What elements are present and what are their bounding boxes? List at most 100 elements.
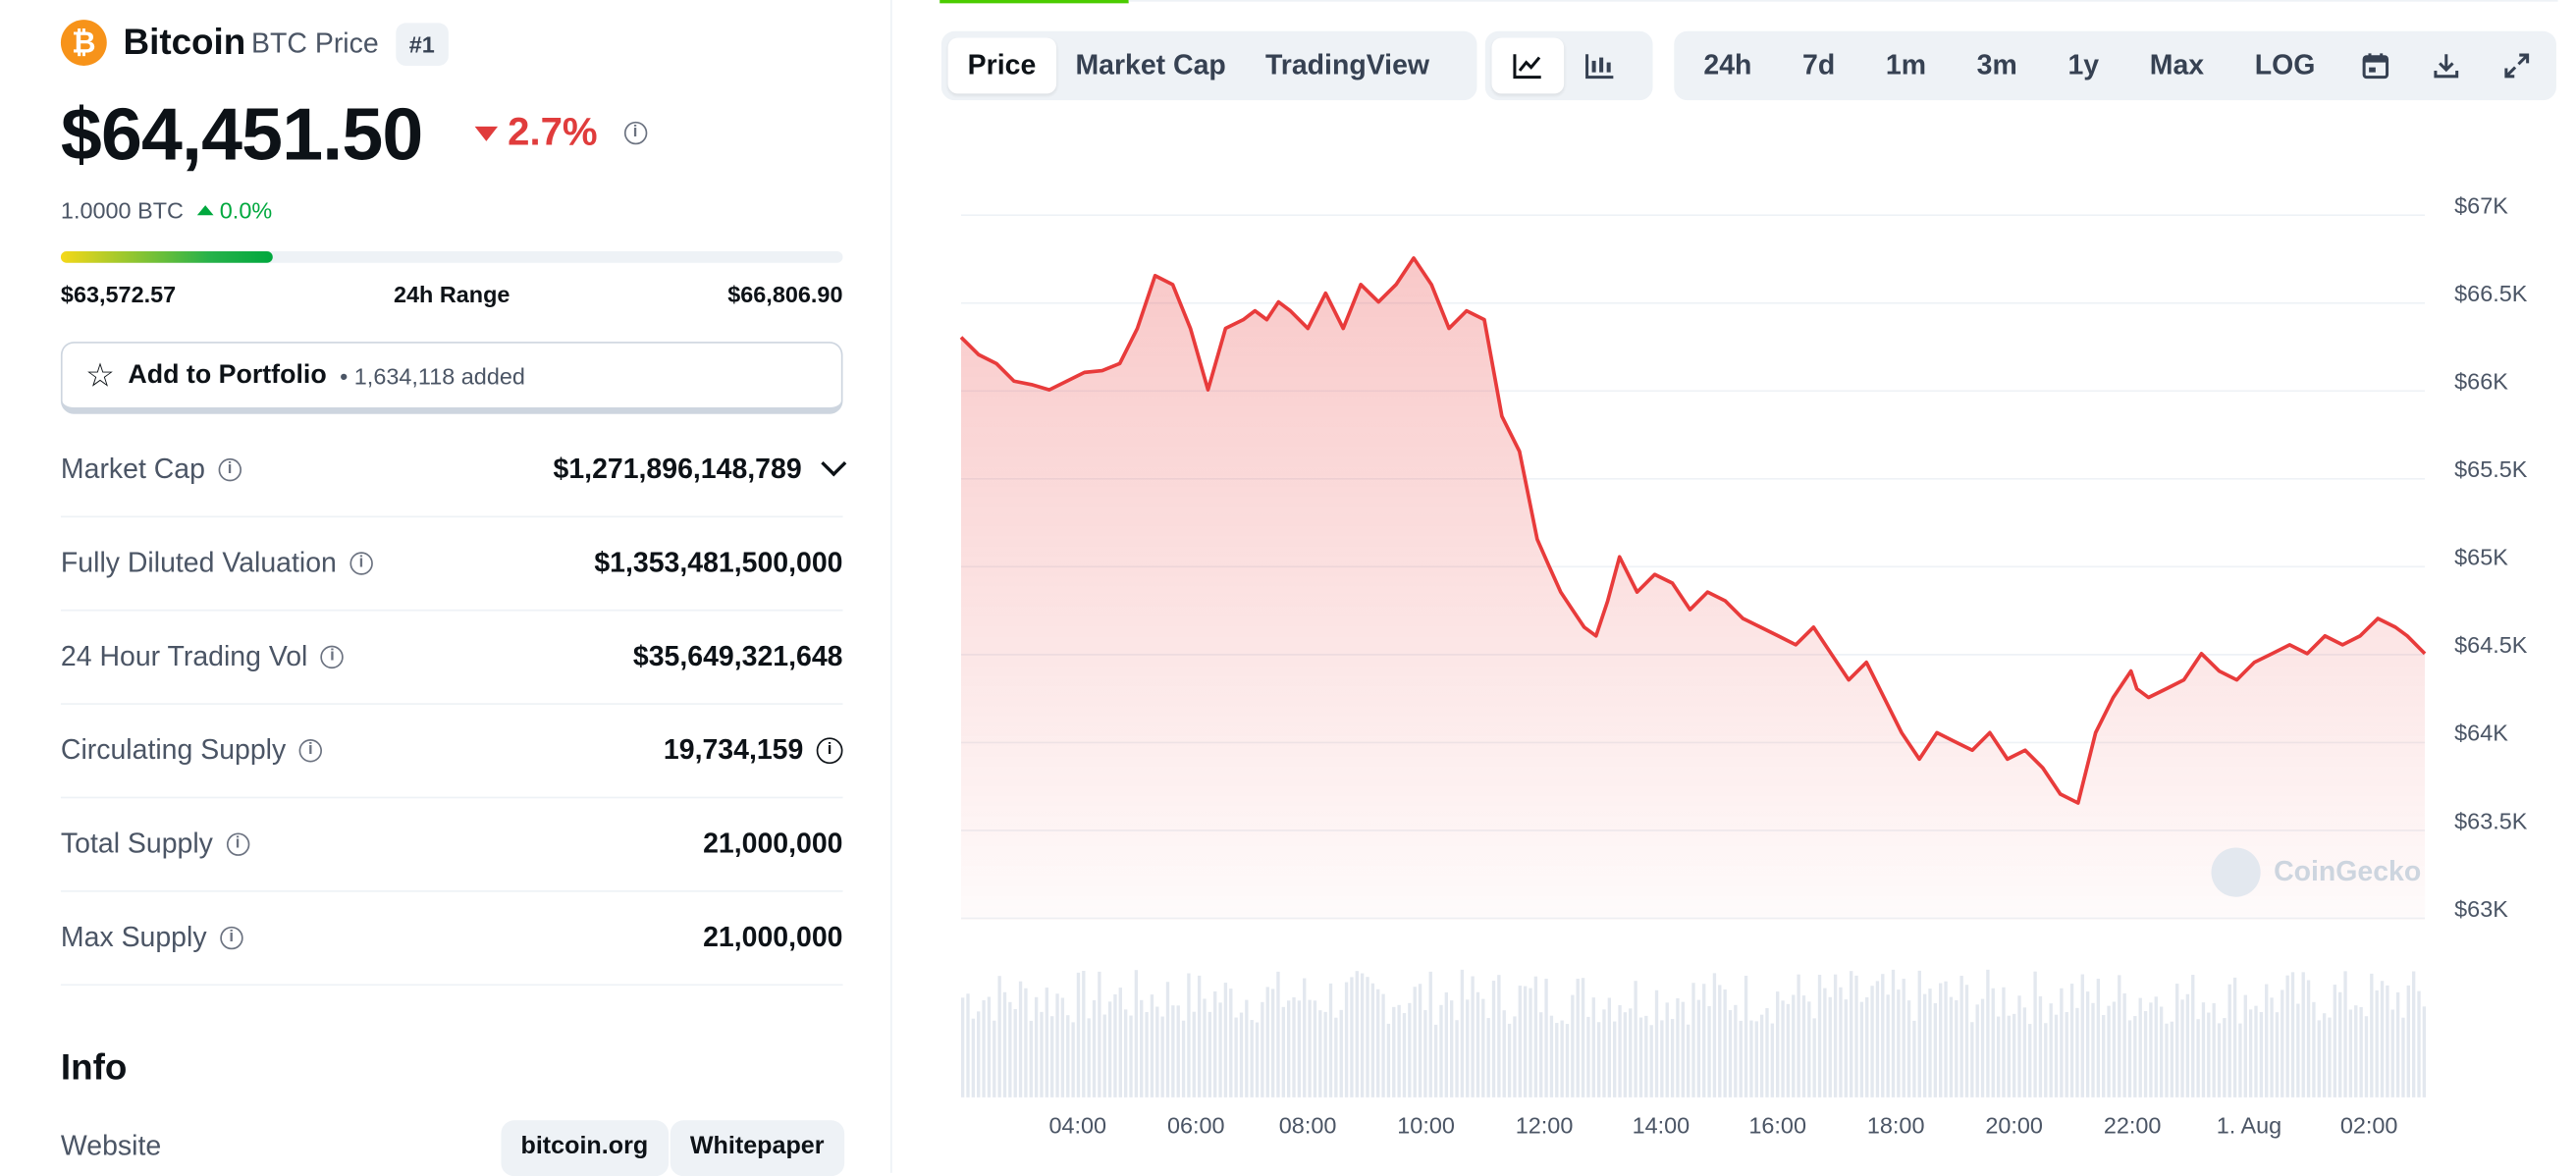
volume-bar [1875,981,1880,1097]
volume-bar [1959,976,1963,1097]
volume-bar [1944,981,1948,1097]
portfolio-added-count: • 1,634,118 added [340,362,525,389]
log-scale-toggle[interactable]: LOG [2254,49,2316,81]
calendar-button[interactable] [2346,37,2405,93]
tab-price[interactable]: Price [947,37,1056,94]
stat-row-circulating: Circulating Supply i 19,734,159 i [60,705,843,799]
volume-bar [1418,984,1422,1097]
range-24h[interactable]: 24h [1703,49,1752,81]
info-icon[interactable]: i [226,832,249,856]
info-icon[interactable]: i [349,552,373,575]
btc-change-value: 0.0% [219,196,273,224]
info-icon[interactable]: i [218,457,242,482]
volume-bar [1749,1020,1753,1097]
volume-bar [1171,1005,1175,1097]
fullscreen-button[interactable] [2487,37,2546,93]
range-7d[interactable]: 7d [1802,49,1836,81]
volume-bar [1507,1023,1512,1097]
volume-bar [2118,975,2121,1097]
range-max[interactable]: Max [2149,49,2205,81]
volume-bar [1754,1021,1758,1097]
x-tick-label: 04:00 [1049,1113,1107,1139]
volume-bar [1939,983,1943,1097]
volume-bar [1197,975,1202,1097]
volume-bar [2290,972,2295,1097]
volume-bar [1917,970,1921,1097]
volume-bar [2375,989,2379,1097]
line-chart-button[interactable] [1491,37,1565,94]
volume-bar [1098,971,1101,1097]
download-icon [2434,54,2459,79]
volume-bar [1308,999,1312,1097]
volume-bar [2275,1012,2280,1097]
volume-bar [2406,985,2410,1097]
volume-bar [1413,987,1417,1097]
volume-bar [2007,1015,2011,1097]
candlestick-chart-button[interactable] [1564,37,1637,93]
volume-bar [993,1020,996,1097]
info-icon[interactable]: i [320,645,345,669]
volume-bar [1518,986,1522,1097]
volume-bar [1350,977,1354,1097]
volume-bar [1770,1023,1775,1097]
tab-tradingview[interactable]: TradingView [1264,49,1430,81]
volume-bar [1928,989,1932,1097]
range-1m[interactable]: 1m [1885,49,1927,81]
volume-bar [2338,991,2342,1097]
volume-bar [1634,981,1637,1097]
stat-label: Circulating Supply [60,734,287,766]
y-tick-label: $63.5K [2454,808,2528,833]
volume-bar [2285,975,2289,1097]
volume-bar [1223,983,1228,1097]
volume-bar [2085,991,2090,1097]
volume-bar [2049,1003,2053,1097]
stat-value: 19,734,159 [663,734,804,766]
volume-bar [2370,973,2374,1097]
volume-bar [1792,994,1796,1097]
download-button[interactable] [2417,37,2476,93]
volume-bar [1533,976,1538,1097]
volume-bar [1281,1006,1285,1097]
volume-bar [1555,1023,1559,1097]
volume-bar [1891,969,1896,1097]
volume-bar [2080,974,2084,1097]
volume-bar [1029,1020,1033,1097]
stats-table: Market Cap i $1,271,896,148,789 Fully Dil… [60,424,847,987]
range-3m[interactable]: 3m [1976,49,2017,81]
info-icon[interactable]: i [298,739,323,763]
caret-down-icon [474,126,499,141]
volume-bar [1013,1009,1017,1097]
range-1y[interactable]: 1y [2067,49,2100,81]
volume-bar [1665,1002,1669,1097]
volume-bar [2301,972,2305,1097]
volume-bar [2127,1020,2132,1097]
volume-bar [1276,971,1280,1097]
volume-bar [1797,974,1800,1097]
info-icon[interactable]: i [623,121,647,145]
volume-bar [1912,1020,1916,1097]
volume-bar [2390,1009,2394,1097]
volume-bar [2281,989,2284,1097]
panel-divider [890,0,892,1173]
volume-bar [2207,1012,2211,1097]
stat-row-market-cap[interactable]: Market Cap i $1,271,896,148,789 [60,424,847,518]
volume-bar [2270,997,2274,1097]
volume-bar [2227,984,2231,1097]
info-icon[interactable]: i [816,737,843,765]
info-icon[interactable]: i [219,926,243,950]
volume-bar [1549,1015,1554,1097]
volume-bar [1140,999,1144,1097]
tab-market-cap[interactable]: Market Cap [1075,49,1226,81]
volume-bar [2217,1023,2222,1097]
volume-bar [960,997,965,1097]
volume-bar [2223,1018,2227,1097]
volume-bar [1123,1009,1128,1097]
x-tick-label: 08:00 [1279,1113,1337,1139]
volume-bar [1439,1004,1443,1097]
add-to-portfolio-button[interactable]: ☆ Add to Portfolio • 1,634,118 added [60,342,843,414]
volume-bar [1560,1020,1564,1097]
volume-bar [1187,973,1191,1097]
volume-bar [1071,1022,1075,1097]
y-tick-label: $67K [2454,193,2508,219]
